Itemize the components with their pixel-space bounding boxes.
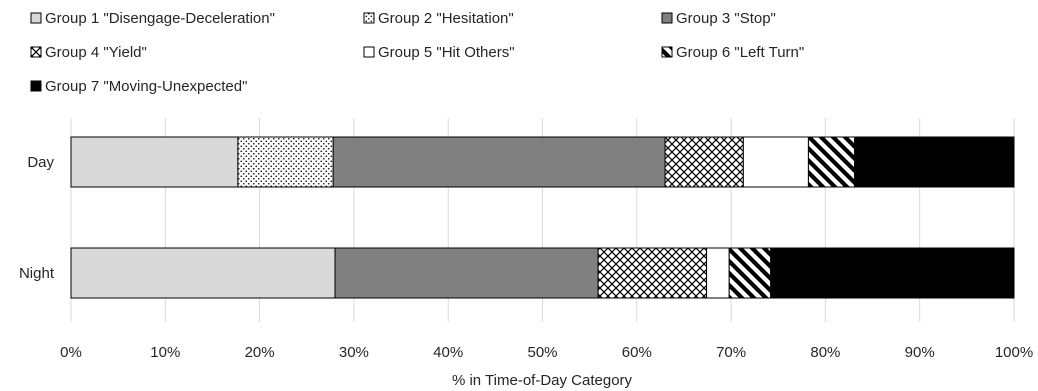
bar-segment: [854, 136, 1015, 188]
bar-segment: [807, 136, 856, 188]
legend-label: Group 3 "Stop": [676, 10, 776, 27]
bar-segment: [70, 247, 336, 299]
legend-label: Group 1 "Disengage-Deceleration": [45, 10, 275, 27]
y-category-label: Day: [27, 154, 54, 171]
x-tick-label: 50%: [527, 344, 557, 361]
bar-segment: [770, 247, 1015, 299]
x-tick-label: 70%: [716, 344, 746, 361]
legend-swatch: [30, 46, 42, 58]
legend-label: Group 5 "Hit Others": [378, 44, 515, 61]
legend-label: Group 7 "Moving-Unexpected": [45, 78, 247, 95]
bar-segment: [664, 136, 744, 188]
x-tick-label: 30%: [339, 344, 369, 361]
legend-label: Group 4 "Yield": [45, 44, 147, 61]
bar-segment: [706, 247, 730, 299]
bar-segment: [597, 247, 708, 299]
legend-label: Group 2 "Hesitation": [378, 10, 514, 27]
bar-segment: [334, 247, 599, 299]
legend-label: Group 6 "Left Turn": [676, 44, 804, 61]
x-tick-label: 80%: [810, 344, 840, 361]
bar-segment: [332, 136, 666, 188]
x-tick-label: 60%: [622, 344, 652, 361]
legend-swatch: [363, 12, 375, 24]
y-category-label: Night: [19, 265, 55, 282]
x-axis-label: % in Time-of-Day Category: [452, 372, 633, 389]
legend-swatch: [661, 46, 673, 58]
x-tick-label: 0%: [60, 344, 82, 361]
x-axis-tick-labels: 0% 10% 20% 30% 40% 50% 60% 70% 80% 90% 100%: [60, 344, 1033, 361]
x-tick-label: 100%: [995, 344, 1033, 361]
bar-segment: [742, 136, 809, 188]
bars: [70, 136, 1015, 299]
y-axis-labels: Day Night: [19, 154, 55, 282]
legend: Group 1 "Disengage-Deceleration" Group 2 …: [30, 10, 804, 95]
legend-swatch: [661, 12, 673, 24]
legend-swatch: [363, 46, 375, 58]
bar-segment: [237, 136, 334, 188]
bar-segment: [70, 136, 239, 188]
legend-swatch: [30, 12, 42, 24]
x-tick-label: 90%: [905, 344, 935, 361]
bar-segment: [728, 247, 772, 299]
x-tick-label: 20%: [245, 344, 275, 361]
x-tick-label: 10%: [150, 344, 180, 361]
legend-swatch: [30, 80, 42, 92]
x-tick-label: 40%: [433, 344, 463, 361]
